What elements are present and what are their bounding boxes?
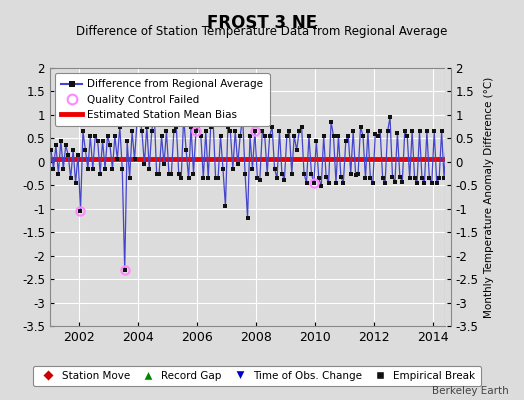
Y-axis label: Monthly Temperature Anomaly Difference (°C): Monthly Temperature Anomaly Difference (… <box>484 76 494 318</box>
Text: Berkeley Earth: Berkeley Earth <box>432 386 508 396</box>
Legend: Station Move, Record Gap, Time of Obs. Change, Empirical Break: Station Move, Record Gap, Time of Obs. C… <box>33 366 481 386</box>
Text: FROST 3 NE: FROST 3 NE <box>207 14 317 32</box>
Legend: Difference from Regional Average, Quality Control Failed, Estimated Station Mean: Difference from Regional Average, Qualit… <box>55 73 269 126</box>
Text: Difference of Station Temperature Data from Regional Average: Difference of Station Temperature Data f… <box>77 25 447 38</box>
